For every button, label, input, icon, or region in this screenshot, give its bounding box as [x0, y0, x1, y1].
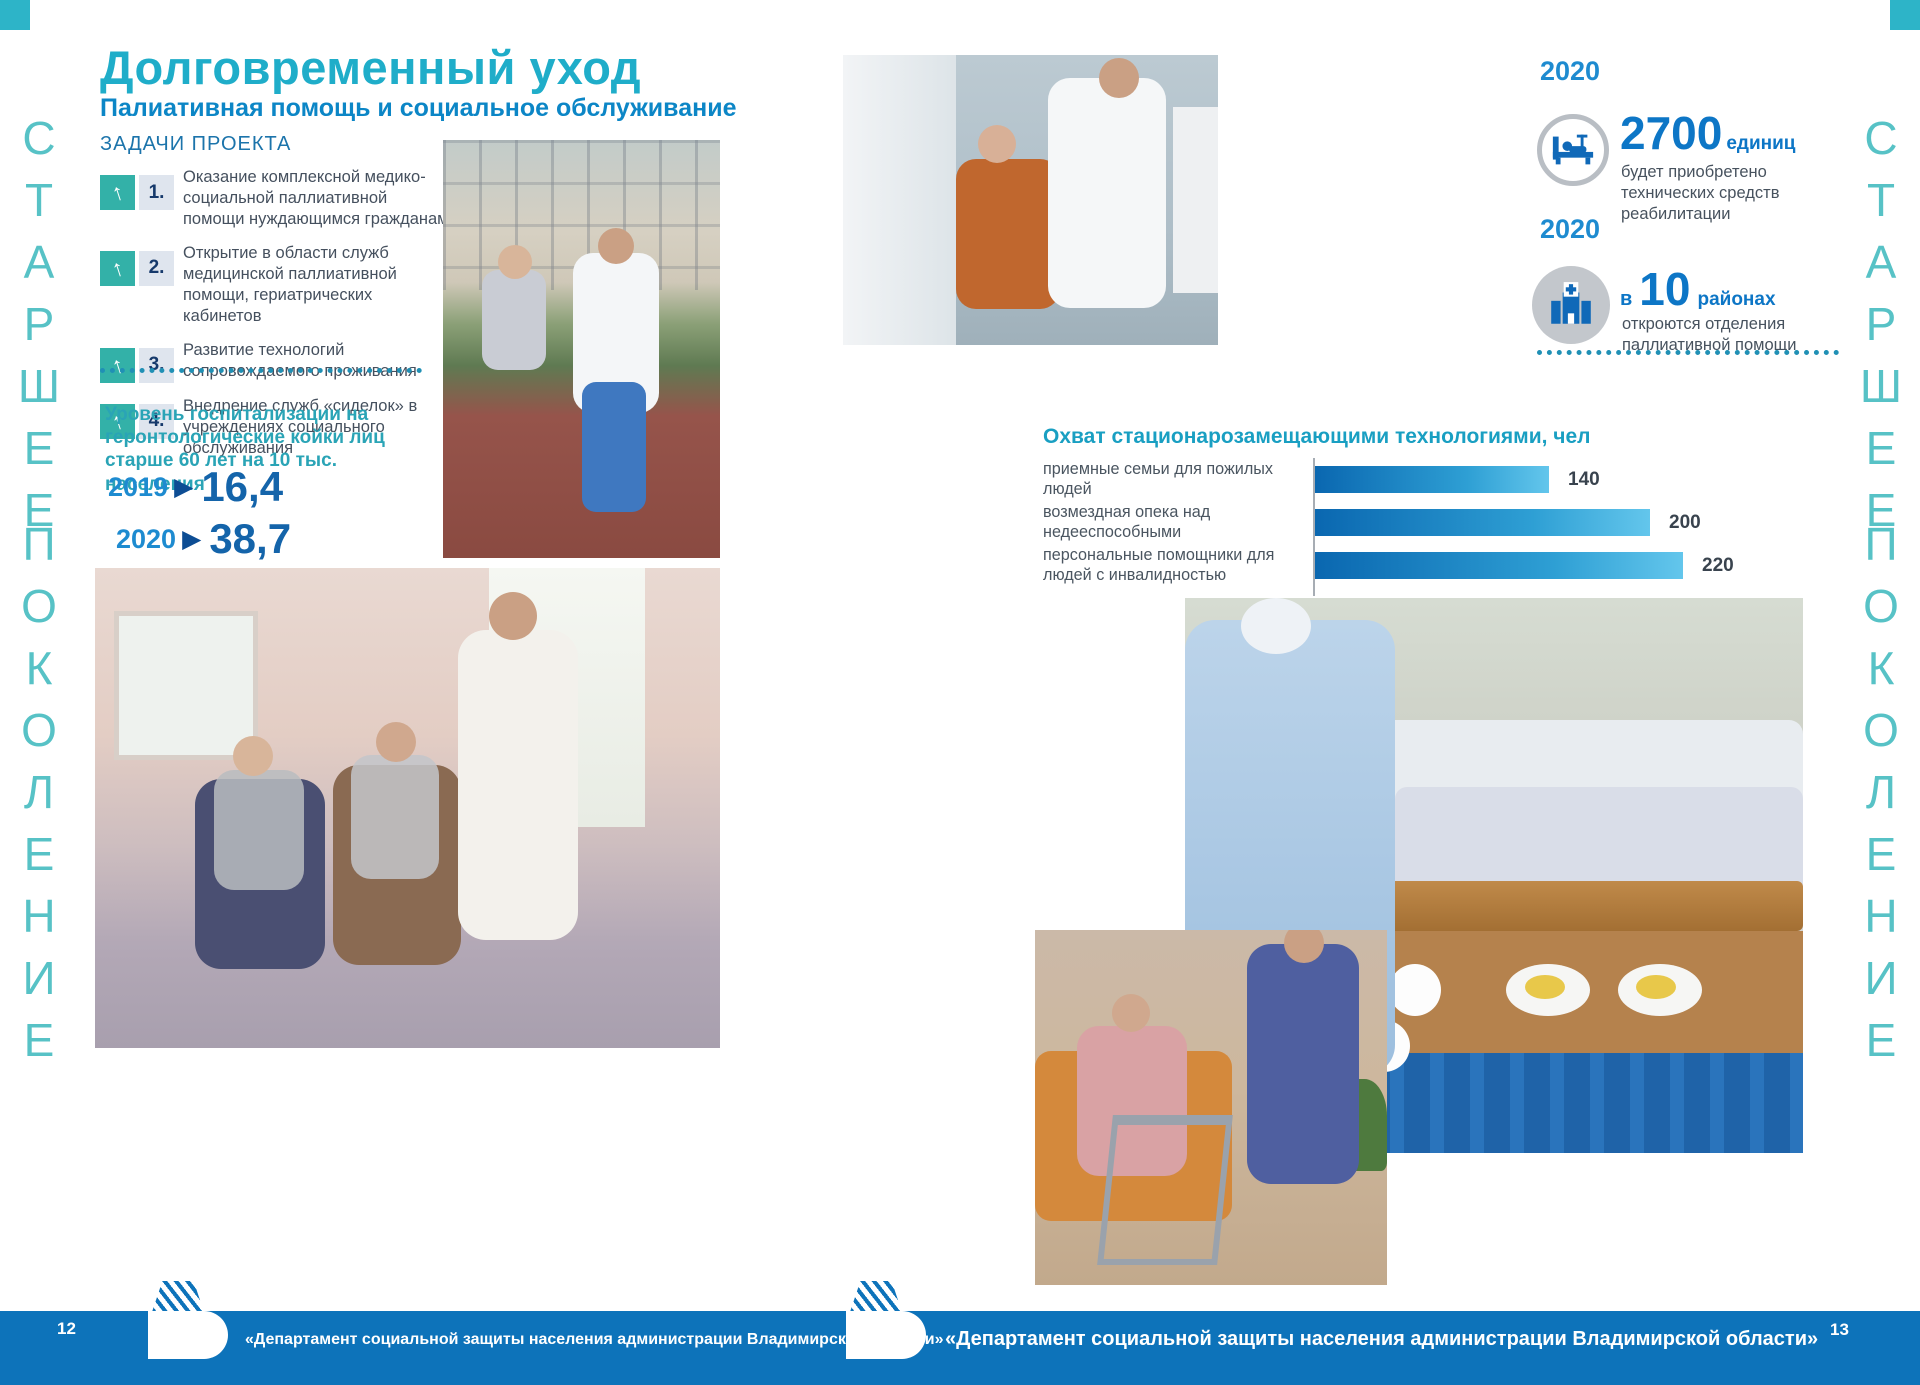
stat-unit: районах: [1697, 289, 1776, 310]
hospitalization-row-2019: 2019 ▶ 16,4: [108, 463, 283, 511]
triangle-right-icon: ▶: [182, 525, 202, 553]
corner-square-left: [0, 0, 30, 30]
up-arrow-icon: ↑: [100, 403, 135, 439]
up-arrow-icon: ↑: [100, 175, 135, 210]
task-text: Внедрение служб «сиделок» в учреждениях …: [183, 396, 418, 457]
photo-nurse-patient: [843, 55, 1218, 345]
department-logo-icon: [846, 1311, 926, 1359]
chart-bar-value: 200: [1669, 511, 1701, 533]
footer-text-right: «Департамент социальной защиты населения…: [945, 1328, 1819, 1350]
department-logo-icon: [148, 1311, 228, 1359]
task-number: 1.: [139, 175, 174, 210]
stat-prefix: в: [1620, 288, 1633, 310]
triangle-right-icon: ▶: [174, 473, 194, 501]
task-number: 3.: [139, 347, 174, 383]
side-text-left-bottom: ПОКОЛЕНИЕ: [13, 518, 65, 1076]
corner-square-right: [1890, 0, 1920, 30]
task-item-4: ↑ 4. Внедрение служб «сиделок» в учрежде…: [100, 396, 452, 459]
hospitalization-value: 16,4: [201, 463, 284, 510]
chart-bar-value: 140: [1568, 468, 1600, 490]
chart-category-label: возмездная опека над недееспособными: [1043, 503, 1211, 541]
hospitalization-value: 38,7: [209, 515, 292, 562]
chart-axis-line: [1313, 458, 1315, 596]
task-number: 4.: [139, 403, 174, 439]
task-text: Развитие технологий сопровождаемого прож…: [183, 340, 417, 380]
stat-value-row: в 10 районах: [1620, 262, 1776, 316]
up-arrow-icon: ↑: [100, 347, 135, 383]
side-text-left-top: СТАРШЕЕ: [13, 112, 65, 546]
footer-bar: [0, 1311, 1920, 1385]
stat-description: откроются отделения паллиативной помощи: [1622, 315, 1797, 354]
task-item-1: ↑ 1. Оказание комплексной медико-социаль…: [100, 167, 452, 230]
photo-gait-training: [443, 140, 720, 558]
year-label: 2019: [108, 471, 169, 502]
task-item-3: ↑ 3. Развитие технологий сопровождаемого…: [100, 340, 452, 383]
task-text: Оказание комплексной медико-социальной п…: [183, 168, 449, 228]
year-label: 2020: [116, 523, 177, 554]
chart-row: персональные помощники для людей с инвал…: [1043, 544, 1823, 587]
side-text-right-top: СТАРШЕЕ: [1855, 112, 1907, 546]
task-number: 2.: [139, 250, 174, 286]
photo-walker-assist: [1035, 930, 1387, 1285]
tasks-list: ↑ 1. Оказание комплексной медико-социаль…: [100, 167, 452, 459]
chart-bar: [1315, 509, 1650, 536]
stat-value-row: 2700 единиц: [1620, 106, 1796, 160]
department-logo-icon: [152, 1281, 204, 1312]
chart-bar: [1315, 552, 1683, 579]
stat-unit: единиц: [1726, 133, 1796, 154]
chart-category-label: приемные семьи для пожилых людей: [1043, 460, 1273, 498]
photo-massage-session: [95, 568, 720, 1048]
task-text: Открытие в области служб медицинской пал…: [183, 243, 397, 325]
chart-bar-value: 220: [1702, 554, 1734, 576]
side-text-right-bottom: ПОКОЛЕНИЕ: [1855, 518, 1907, 1076]
department-logo-icon: [850, 1281, 902, 1312]
bar-chart: приемные семьи для пожилых людей 140 воз…: [1043, 458, 1823, 587]
tasks-header: ЗАДАЧИ ПРОЕКТА: [100, 133, 292, 155]
stat-value: 2700: [1620, 107, 1723, 159]
chart-bar: [1315, 466, 1549, 493]
page-subtitle: Палиативная помощь и социальное обслужив…: [100, 94, 737, 122]
clinic-building-icon: [1532, 266, 1610, 344]
year-label: 2020: [1540, 214, 1601, 244]
year-label: 2020: [1540, 56, 1601, 86]
chart-title: Охват стационарозамещающими технологиями…: [1043, 425, 1591, 448]
chart-row: приемные семьи для пожилых людей 140: [1043, 458, 1823, 501]
dotted-divider: [100, 368, 422, 373]
up-arrow-icon: ↑: [100, 250, 135, 286]
hospitalization-caption: Уровень госпитализации на геронтологичес…: [105, 404, 385, 495]
page-number-right: 13: [1830, 1320, 1849, 1339]
page-number-left: 12: [57, 1319, 76, 1338]
rehab-equipment-icon: [1537, 114, 1609, 186]
page-title: Долговременный уход: [100, 41, 642, 94]
task-item-2: ↑ 2. Открытие в области служб медицинско…: [100, 243, 452, 327]
hospitalization-row-2020: 2020 ▶ 38,7: [116, 515, 291, 563]
stat-value: 10: [1639, 263, 1691, 315]
dotted-divider: [1537, 350, 1839, 355]
chart-category-label: персональные помощники для людей с инвал…: [1043, 546, 1275, 584]
chart-row: возмездная опека над недееспособными 200: [1043, 501, 1823, 544]
footer-text-left: «Департамент социальной защиты населения…: [245, 1331, 944, 1348]
stat-description: будет приобретено технических средств ре…: [1621, 163, 1780, 223]
